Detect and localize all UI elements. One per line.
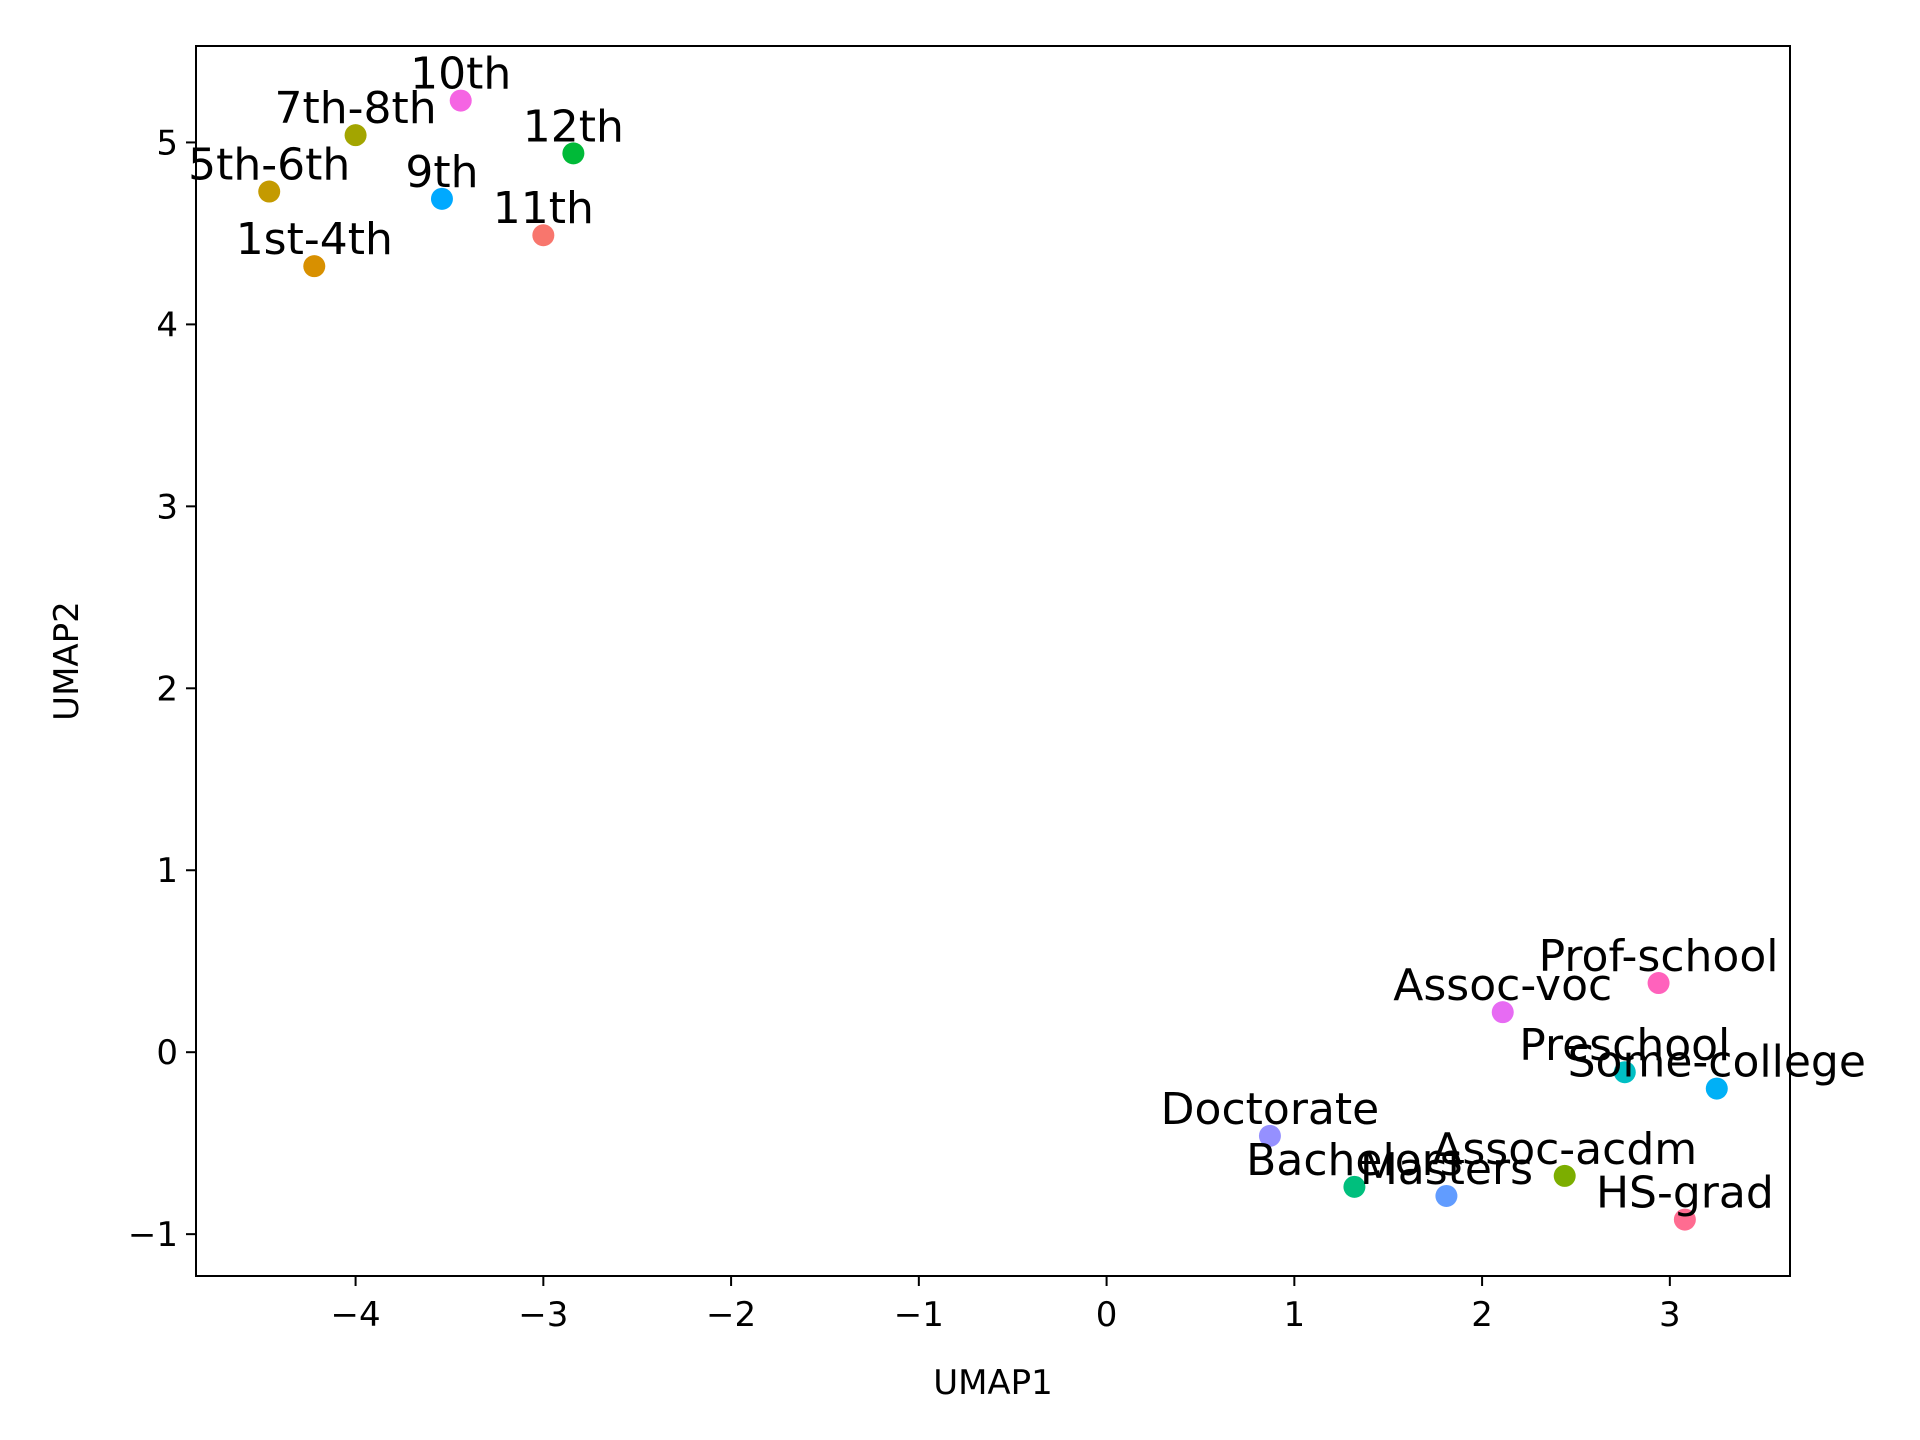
x-tick-label: 2 — [1471, 1295, 1493, 1335]
data-point — [258, 180, 281, 203]
y-axis: −1 0 1 2 3 4 5 — [128, 123, 196, 1255]
y-tick-label: 5 — [156, 123, 178, 163]
x-tick-label: −3 — [518, 1295, 568, 1335]
x-tick-label: −4 — [331, 1295, 381, 1335]
point-label: HS-grad — [1596, 1168, 1774, 1219]
y-tick-label: 1 — [156, 851, 178, 891]
point-label: 1st-4th — [236, 214, 393, 265]
data-point — [1647, 972, 1670, 995]
y-tick-label: 2 — [156, 669, 178, 709]
point-label: Prof-school — [1539, 931, 1779, 982]
x-axis-title: UMAP1 — [933, 1363, 1053, 1403]
y-axis-title: UMAP2 — [47, 601, 87, 721]
data-points — [258, 89, 1728, 1231]
point-label: 9th — [405, 147, 478, 198]
point-label: Bachelors — [1246, 1135, 1462, 1186]
point-label: 10th — [410, 49, 511, 100]
y-tick-label: 3 — [156, 487, 178, 527]
point-label: Preschool — [1519, 1020, 1730, 1071]
data-point — [1258, 1124, 1281, 1147]
point-label: 12th — [523, 101, 624, 152]
x-tick-label: 1 — [1284, 1295, 1306, 1335]
data-point — [1491, 1001, 1514, 1024]
data-point — [449, 89, 472, 112]
data-point — [532, 224, 555, 247]
data-point — [1673, 1208, 1696, 1231]
data-point — [1343, 1175, 1366, 1198]
data-point — [562, 142, 585, 165]
point-label: Assoc-acdm — [1432, 1124, 1697, 1175]
y-tick-label: 0 — [156, 1033, 178, 1073]
data-point — [303, 255, 326, 278]
data-point — [344, 124, 367, 147]
point-label: 7th-8th — [275, 83, 437, 134]
point-label: Doctorate — [1161, 1084, 1380, 1135]
point-label: Masters — [1360, 1144, 1533, 1195]
plot-area-frame — [195, 45, 1791, 1277]
data-point — [1435, 1184, 1458, 1207]
x-tick-label: 0 — [1096, 1295, 1118, 1335]
data-point — [1553, 1164, 1576, 1187]
data-point — [430, 187, 453, 210]
data-point — [1613, 1061, 1636, 1084]
y-tick-label: 4 — [156, 305, 178, 345]
point-label: Assoc-voc — [1393, 960, 1612, 1011]
y-tick-label: −1 — [128, 1215, 178, 1255]
point-label: Some-college — [1568, 1037, 1866, 1088]
x-axis: −4 −3 −2 −1 0 1 2 3 — [331, 1276, 1681, 1335]
point-label: 5th-6th — [188, 140, 350, 191]
x-tick-label: −2 — [706, 1295, 756, 1335]
x-tick-label: −1 — [894, 1295, 944, 1335]
x-tick-label: 3 — [1659, 1295, 1681, 1335]
data-point — [1705, 1077, 1728, 1100]
point-label: 11th — [493, 183, 594, 234]
